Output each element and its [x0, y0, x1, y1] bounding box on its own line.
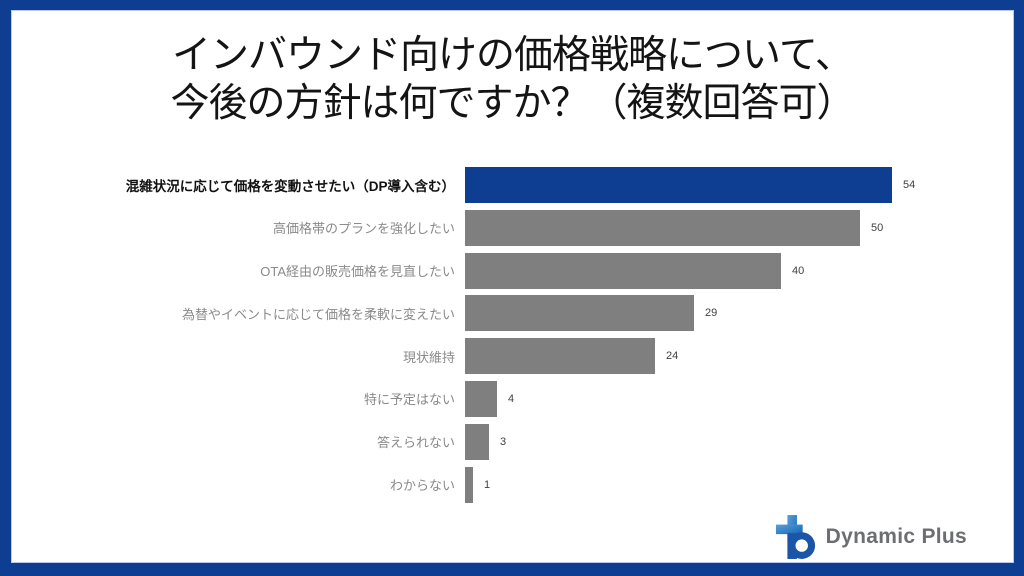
bar-row: わからない 1 [11, 466, 1014, 503]
bar-row: 特に予定はない 4 [11, 380, 1014, 417]
value-label: 50 [871, 221, 884, 234]
category-label: OTA経由の販売価格を見直したい [260, 264, 455, 280]
page-title: インバウンド向けの価格戦略について、 今後の方針は何ですか？（複数回答可） [11, 32, 1014, 128]
bar [465, 295, 694, 332]
bar [465, 466, 473, 503]
category-label: 現状維持 [402, 349, 455, 365]
value-label: 3 [500, 435, 507, 448]
category-label: 為替やイベントに応じて価格を柔軟に変えたい [181, 306, 455, 322]
footer-logo: Dynamic Plus [775, 514, 967, 560]
bar [465, 209, 860, 246]
bar [465, 338, 655, 375]
bar-chart: 混雑状況に応じて価格を変動させたい（DP導入含む） 54 高価格帯のプランを強化した… [11, 167, 1014, 503]
page-title-line1: インバウンド向けの価格戦略について、 [172, 34, 854, 77]
bar-row: 為替やイベントに応じて価格を柔軟に変えたい 29 [11, 295, 1014, 332]
value-label: 4 [508, 392, 515, 405]
bar [465, 423, 489, 460]
category-label: 混雑状況に応じて価格を変動させたい（DP導入含む） [125, 179, 455, 194]
page-title-line2: 今後の方針は何ですか？（複数回答可） [170, 82, 855, 125]
bar-row: 答えられない 3 [11, 423, 1014, 460]
value-label: 29 [705, 307, 718, 320]
bar [465, 167, 892, 203]
bar-row: 現状維持 24 [11, 338, 1014, 375]
bar [465, 252, 781, 289]
category-label: 答えられない [376, 435, 455, 451]
bar-row: 高価格帯のプランを強化したい 50 [11, 209, 1014, 246]
bar-row: 混雑状況に応じて価格を変動させたい（DP導入含む） 54 [11, 167, 1014, 203]
category-label: わからない [389, 478, 455, 494]
value-label: 1 [484, 478, 491, 491]
category-label: 特に予定はない [363, 392, 455, 408]
logo-text: Dynamic Plus [825, 525, 967, 548]
bar [465, 380, 497, 417]
value-label: 40 [792, 264, 805, 277]
value-label: 54 [903, 179, 916, 191]
category-label: 高価格帯のプランを強化したい [272, 221, 455, 237]
dynamic-plus-logo-icon [775, 514, 817, 560]
bar-row: OTA経由の販売価格を見直したい 40 [11, 252, 1014, 289]
value-label: 24 [666, 350, 679, 363]
